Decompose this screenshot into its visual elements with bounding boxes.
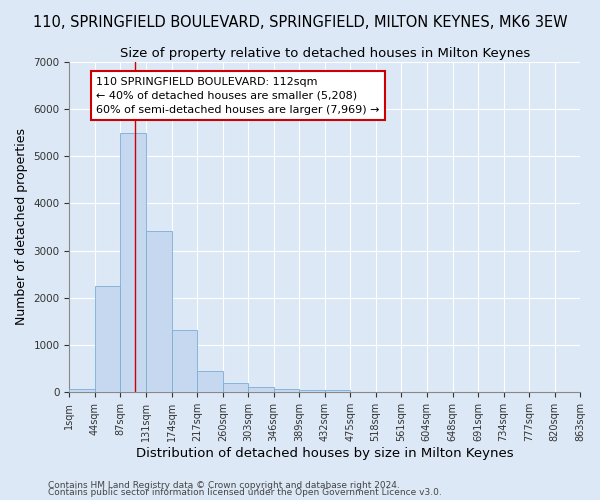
Bar (172, 330, 197, 392)
Text: 110 SPRINGFIELD BOULEVARD: 112sqm
← 40% of detached houses are smaller (5,208)
6: 110 SPRINGFIELD BOULEVARD: 112sqm ← 40% … (96, 77, 380, 115)
Text: Contains public sector information licensed under the Open Government Licence v3: Contains public sector information licen… (48, 488, 442, 497)
Text: Contains HM Land Registry data © Crown copyright and database right 2024.: Contains HM Land Registry data © Crown c… (48, 480, 400, 490)
Bar (248, 387, 274, 392)
Bar (146, 230, 172, 392)
Bar (70, 388, 95, 392)
Bar (274, 388, 299, 392)
Text: 110, SPRINGFIELD BOULEVARD, SPRINGFIELD, MILTON KEYNES, MK6 3EW: 110, SPRINGFIELD BOULEVARD, SPRINGFIELD,… (32, 15, 568, 30)
Bar (95, 286, 121, 392)
Bar (121, 134, 146, 392)
Bar (197, 371, 223, 392)
Bar (325, 390, 350, 392)
Title: Size of property relative to detached houses in Milton Keynes: Size of property relative to detached ho… (119, 48, 530, 60)
X-axis label: Distribution of detached houses by size in Milton Keynes: Distribution of detached houses by size … (136, 447, 514, 460)
Y-axis label: Number of detached properties: Number of detached properties (15, 128, 28, 326)
Bar (223, 384, 248, 392)
Bar (299, 390, 325, 392)
